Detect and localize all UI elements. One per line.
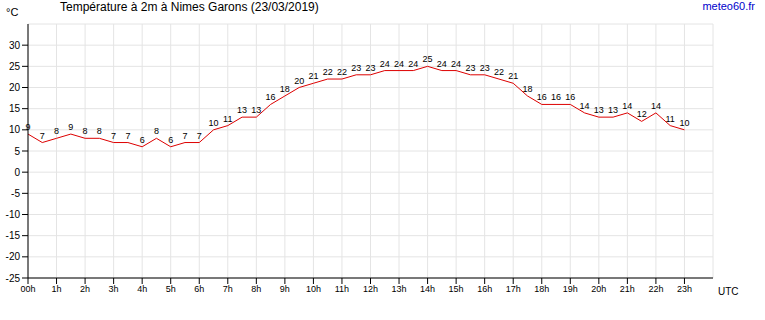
svg-text:-10: -10 xyxy=(8,209,20,220)
svg-text:9h: 9h xyxy=(280,284,290,294)
svg-text:23: 23 xyxy=(351,63,361,73)
svg-text:22: 22 xyxy=(323,67,333,77)
svg-text:13: 13 xyxy=(237,105,247,115)
svg-text:15h: 15h xyxy=(449,284,464,294)
svg-text:24: 24 xyxy=(451,59,461,69)
svg-text:11: 11 xyxy=(666,114,675,124)
svg-text:14: 14 xyxy=(580,101,590,111)
svg-text:-20: -20 xyxy=(8,251,20,262)
svg-text:16: 16 xyxy=(551,92,561,102)
svg-text:23: 23 xyxy=(465,63,475,73)
svg-text:8: 8 xyxy=(154,126,159,136)
svg-text:6h: 6h xyxy=(194,284,204,294)
svg-text:20: 20 xyxy=(294,76,304,86)
svg-text:11h: 11h xyxy=(335,284,349,294)
svg-text:16: 16 xyxy=(537,92,547,102)
html-text:meteo60.fr: meteo60.fr xyxy=(702,0,755,12)
svg-text:18h: 18h xyxy=(534,284,549,294)
svg-text:23h: 23h xyxy=(677,284,692,294)
svg-text:20h: 20h xyxy=(591,284,606,294)
svg-text:23: 23 xyxy=(480,63,490,73)
svg-text:6: 6 xyxy=(140,135,145,145)
svg-text:10h: 10h xyxy=(306,284,321,294)
svg-text:1h: 1h xyxy=(52,284,62,294)
svg-text:23: 23 xyxy=(365,63,375,73)
svg-text:25: 25 xyxy=(9,61,21,72)
svg-text:-15: -15 xyxy=(8,230,20,241)
svg-text:0: 0 xyxy=(14,167,20,178)
svg-text:10: 10 xyxy=(9,124,21,135)
svg-text:6: 6 xyxy=(168,135,173,145)
svg-text:22h: 22h xyxy=(648,284,663,294)
svg-text:7: 7 xyxy=(111,131,116,141)
svg-text:21h: 21h xyxy=(620,284,635,294)
svg-text:13: 13 xyxy=(251,105,261,115)
svg-text:8: 8 xyxy=(54,126,59,136)
svg-text:2h: 2h xyxy=(80,284,90,294)
svg-text:24: 24 xyxy=(437,59,447,69)
svg-text:11: 11 xyxy=(223,114,232,124)
svg-text:9: 9 xyxy=(68,122,73,132)
svg-text:-25: -25 xyxy=(8,273,20,284)
svg-text:14: 14 xyxy=(622,101,632,111)
svg-text:24: 24 xyxy=(380,59,390,69)
svg-text:14: 14 xyxy=(651,101,661,111)
svg-text:17h: 17h xyxy=(506,284,521,294)
svg-text:00h: 00h xyxy=(20,284,35,294)
svg-text:24: 24 xyxy=(408,59,418,69)
svg-text:16: 16 xyxy=(565,92,575,102)
svg-text:13: 13 xyxy=(608,105,618,115)
svg-text:20: 20 xyxy=(9,82,21,93)
svg-text:12h: 12h xyxy=(363,284,378,294)
svg-text:24: 24 xyxy=(394,59,404,69)
svg-text:14h: 14h xyxy=(420,284,435,294)
svg-text:16h: 16h xyxy=(477,284,492,294)
svg-text:22: 22 xyxy=(494,67,504,77)
svg-text:3h: 3h xyxy=(109,284,119,294)
svg-text:12: 12 xyxy=(637,109,647,119)
svg-text:7: 7 xyxy=(197,131,202,141)
svg-text:5h: 5h xyxy=(166,284,176,294)
svg-text:22: 22 xyxy=(337,67,347,77)
svg-text:10: 10 xyxy=(209,118,219,128)
svg-text:7h: 7h xyxy=(223,284,233,294)
svg-text:-5: -5 xyxy=(11,188,20,199)
svg-text:30: 30 xyxy=(9,40,21,51)
svg-text:15: 15 xyxy=(9,103,21,114)
svg-text:16: 16 xyxy=(266,92,276,102)
svg-text:18: 18 xyxy=(280,84,290,94)
svg-text:5: 5 xyxy=(14,146,20,157)
svg-text:7: 7 xyxy=(40,131,45,141)
svg-text:9: 9 xyxy=(25,122,30,132)
svg-text:18: 18 xyxy=(522,84,532,94)
svg-text:19h: 19h xyxy=(563,284,578,294)
html-text:Température à 2m à Nimes Garon: Température à 2m à Nimes Garons (23/03/2… xyxy=(60,0,319,14)
svg-text:13: 13 xyxy=(594,105,604,115)
svg-text:25: 25 xyxy=(423,54,433,64)
html-text:°C: °C xyxy=(6,6,19,18)
svg-text:7: 7 xyxy=(125,131,130,141)
svg-text:21: 21 xyxy=(308,71,318,81)
svg-text:4h: 4h xyxy=(137,284,147,294)
svg-text:13h: 13h xyxy=(392,284,407,294)
svg-text:10: 10 xyxy=(679,118,689,128)
svg-text:21: 21 xyxy=(508,71,518,81)
svg-text:7: 7 xyxy=(182,131,187,141)
html-text:UTC: UTC xyxy=(718,286,739,297)
svg-text:8: 8 xyxy=(83,126,88,136)
svg-text:8h: 8h xyxy=(251,284,261,294)
svg-text:8: 8 xyxy=(97,126,102,136)
